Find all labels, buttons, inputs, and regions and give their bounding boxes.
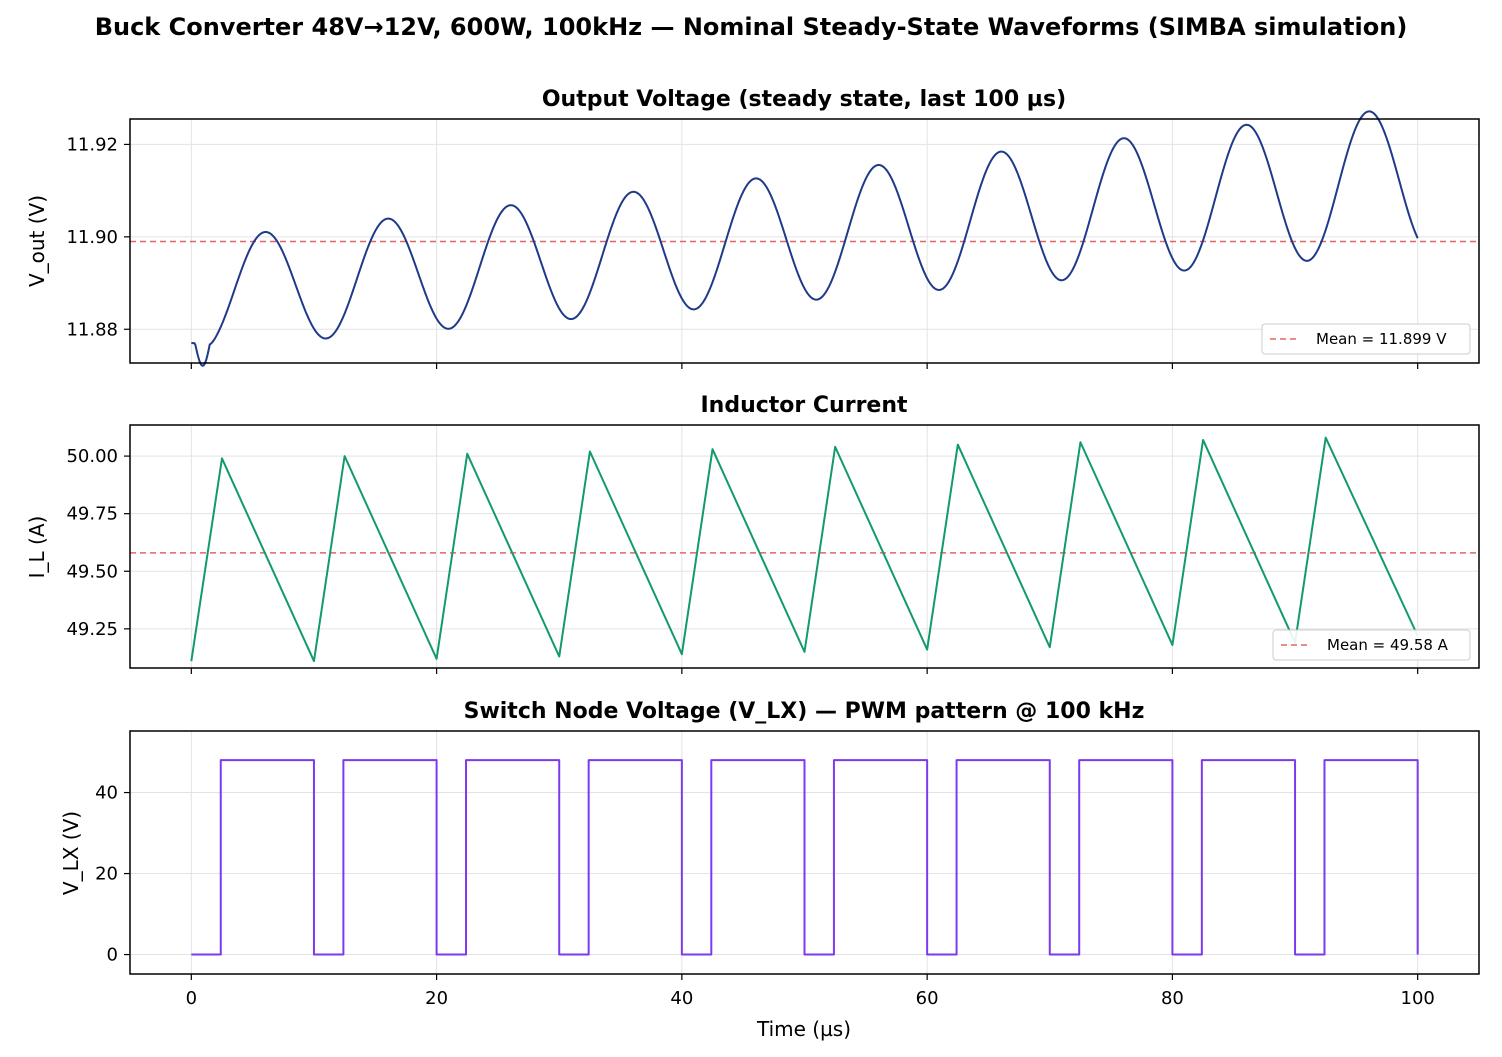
figure-title: Buck Converter 48V→12V, 600W, 100kHz — N…: [95, 13, 1408, 41]
legend: Mean = 49.58 A: [1272, 629, 1471, 661]
panel-inductor-current: Inductor Current 49.25 49.50 49.75 50.00 I_…: [25, 393, 1480, 674]
legend: Mean = 11.899 V: [1261, 323, 1471, 355]
panel-title: Output Voltage (steady state, last 100 µ…: [542, 87, 1066, 112]
x-tick-label: 100: [1401, 988, 1435, 1009]
legend-box: [1261, 323, 1471, 355]
x-tick-label: 60: [916, 988, 939, 1009]
series-layer: [190, 436, 1419, 663]
panel-title: Switch Node Voltage (V_LX) — PWM pattern…: [464, 699, 1145, 724]
ticks: 49.25 49.50 49.75 50.00: [66, 446, 1419, 674]
series-layer: [191, 110, 1419, 367]
y-tick-label: 11.90: [66, 227, 118, 248]
series-line: [190, 436, 1419, 663]
y-axis-label: V_out (V): [25, 195, 49, 287]
series-line: [191, 110, 1419, 367]
y-tick-label: 11.88: [66, 319, 118, 340]
y-tick-label: 49.25: [66, 619, 118, 640]
legend-label: Mean = 49.58 A: [1327, 636, 1449, 654]
y-tick-label: 0: [107, 945, 118, 966]
plot-frame: [129, 424, 1480, 669]
x-tick-label: 0: [186, 988, 197, 1009]
plot-frame: [129, 118, 1480, 364]
y-axis-label: I_L (A): [25, 516, 49, 579]
y-axis-label: V_LX (V): [59, 811, 83, 895]
y-tick-label: 40: [95, 783, 118, 804]
legend-label: Mean = 11.899 V: [1316, 330, 1447, 348]
grid: [130, 425, 1479, 668]
x-axis-label: Time (µs): [756, 1017, 851, 1041]
y-tick-label: 49.75: [66, 504, 118, 525]
y-tick-label: 11.92: [66, 134, 118, 155]
panel-title: Inductor Current: [700, 393, 908, 418]
y-tick-label: 50.00: [66, 446, 118, 467]
series-line: [191, 759, 1419, 956]
plot-frame: [129, 730, 1480, 975]
ticks: 0 20 40 60 80 100 0 20 40: [95, 783, 1435, 1009]
ticks: 11.88 11.90 11.92: [66, 134, 1419, 369]
series-layer: [191, 759, 1419, 956]
y-tick-label: 49.50: [66, 561, 118, 582]
x-tick-label: 20: [425, 988, 448, 1009]
legend-box: [1272, 629, 1471, 661]
x-tick-label: 80: [1161, 988, 1184, 1009]
panel-switch-node-voltage: Switch Node Voltage (V_LX) — PWM pattern…: [59, 699, 1480, 1041]
panel-output-voltage: Output Voltage (steady state, last 100 µ…: [25, 87, 1480, 369]
y-tick-label: 20: [95, 864, 118, 885]
x-tick-label: 40: [670, 988, 693, 1009]
